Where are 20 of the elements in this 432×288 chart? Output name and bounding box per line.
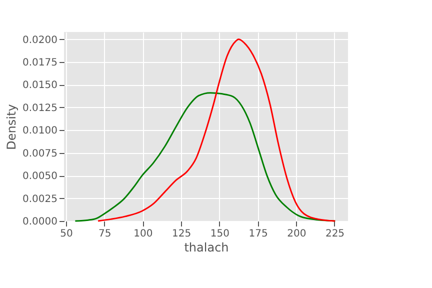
y-tick-label: 0.0000 xyxy=(22,216,58,228)
x-tick-label: 200 xyxy=(287,228,306,240)
y-tick-label: 0.0200 xyxy=(22,34,58,46)
x-tick-label: 100 xyxy=(134,228,153,240)
x-tick-label: 175 xyxy=(248,228,268,240)
x-tick-label: 50 xyxy=(60,228,73,240)
x-tick-label: 75 xyxy=(98,228,112,240)
y-tick-label: 0.0150 xyxy=(22,80,58,92)
y-tick-label: 0.0050 xyxy=(22,171,58,182)
y-axis-title: Density xyxy=(4,104,19,150)
y-tick-label: 0.0125 xyxy=(22,102,58,114)
y-tick-label: 0.0025 xyxy=(22,194,58,205)
x-tick-label: 125 xyxy=(172,228,192,240)
x-tick-label: 225 xyxy=(325,228,345,240)
x-tick-label: 150 xyxy=(210,228,230,240)
line-series xyxy=(97,38,336,222)
y-tick-label: 0.0175 xyxy=(22,57,58,68)
y-tick-label: 0.0075 xyxy=(22,148,58,160)
y-tick-label: 0.0100 xyxy=(22,126,58,137)
x-axis-title: thalach xyxy=(184,240,229,254)
